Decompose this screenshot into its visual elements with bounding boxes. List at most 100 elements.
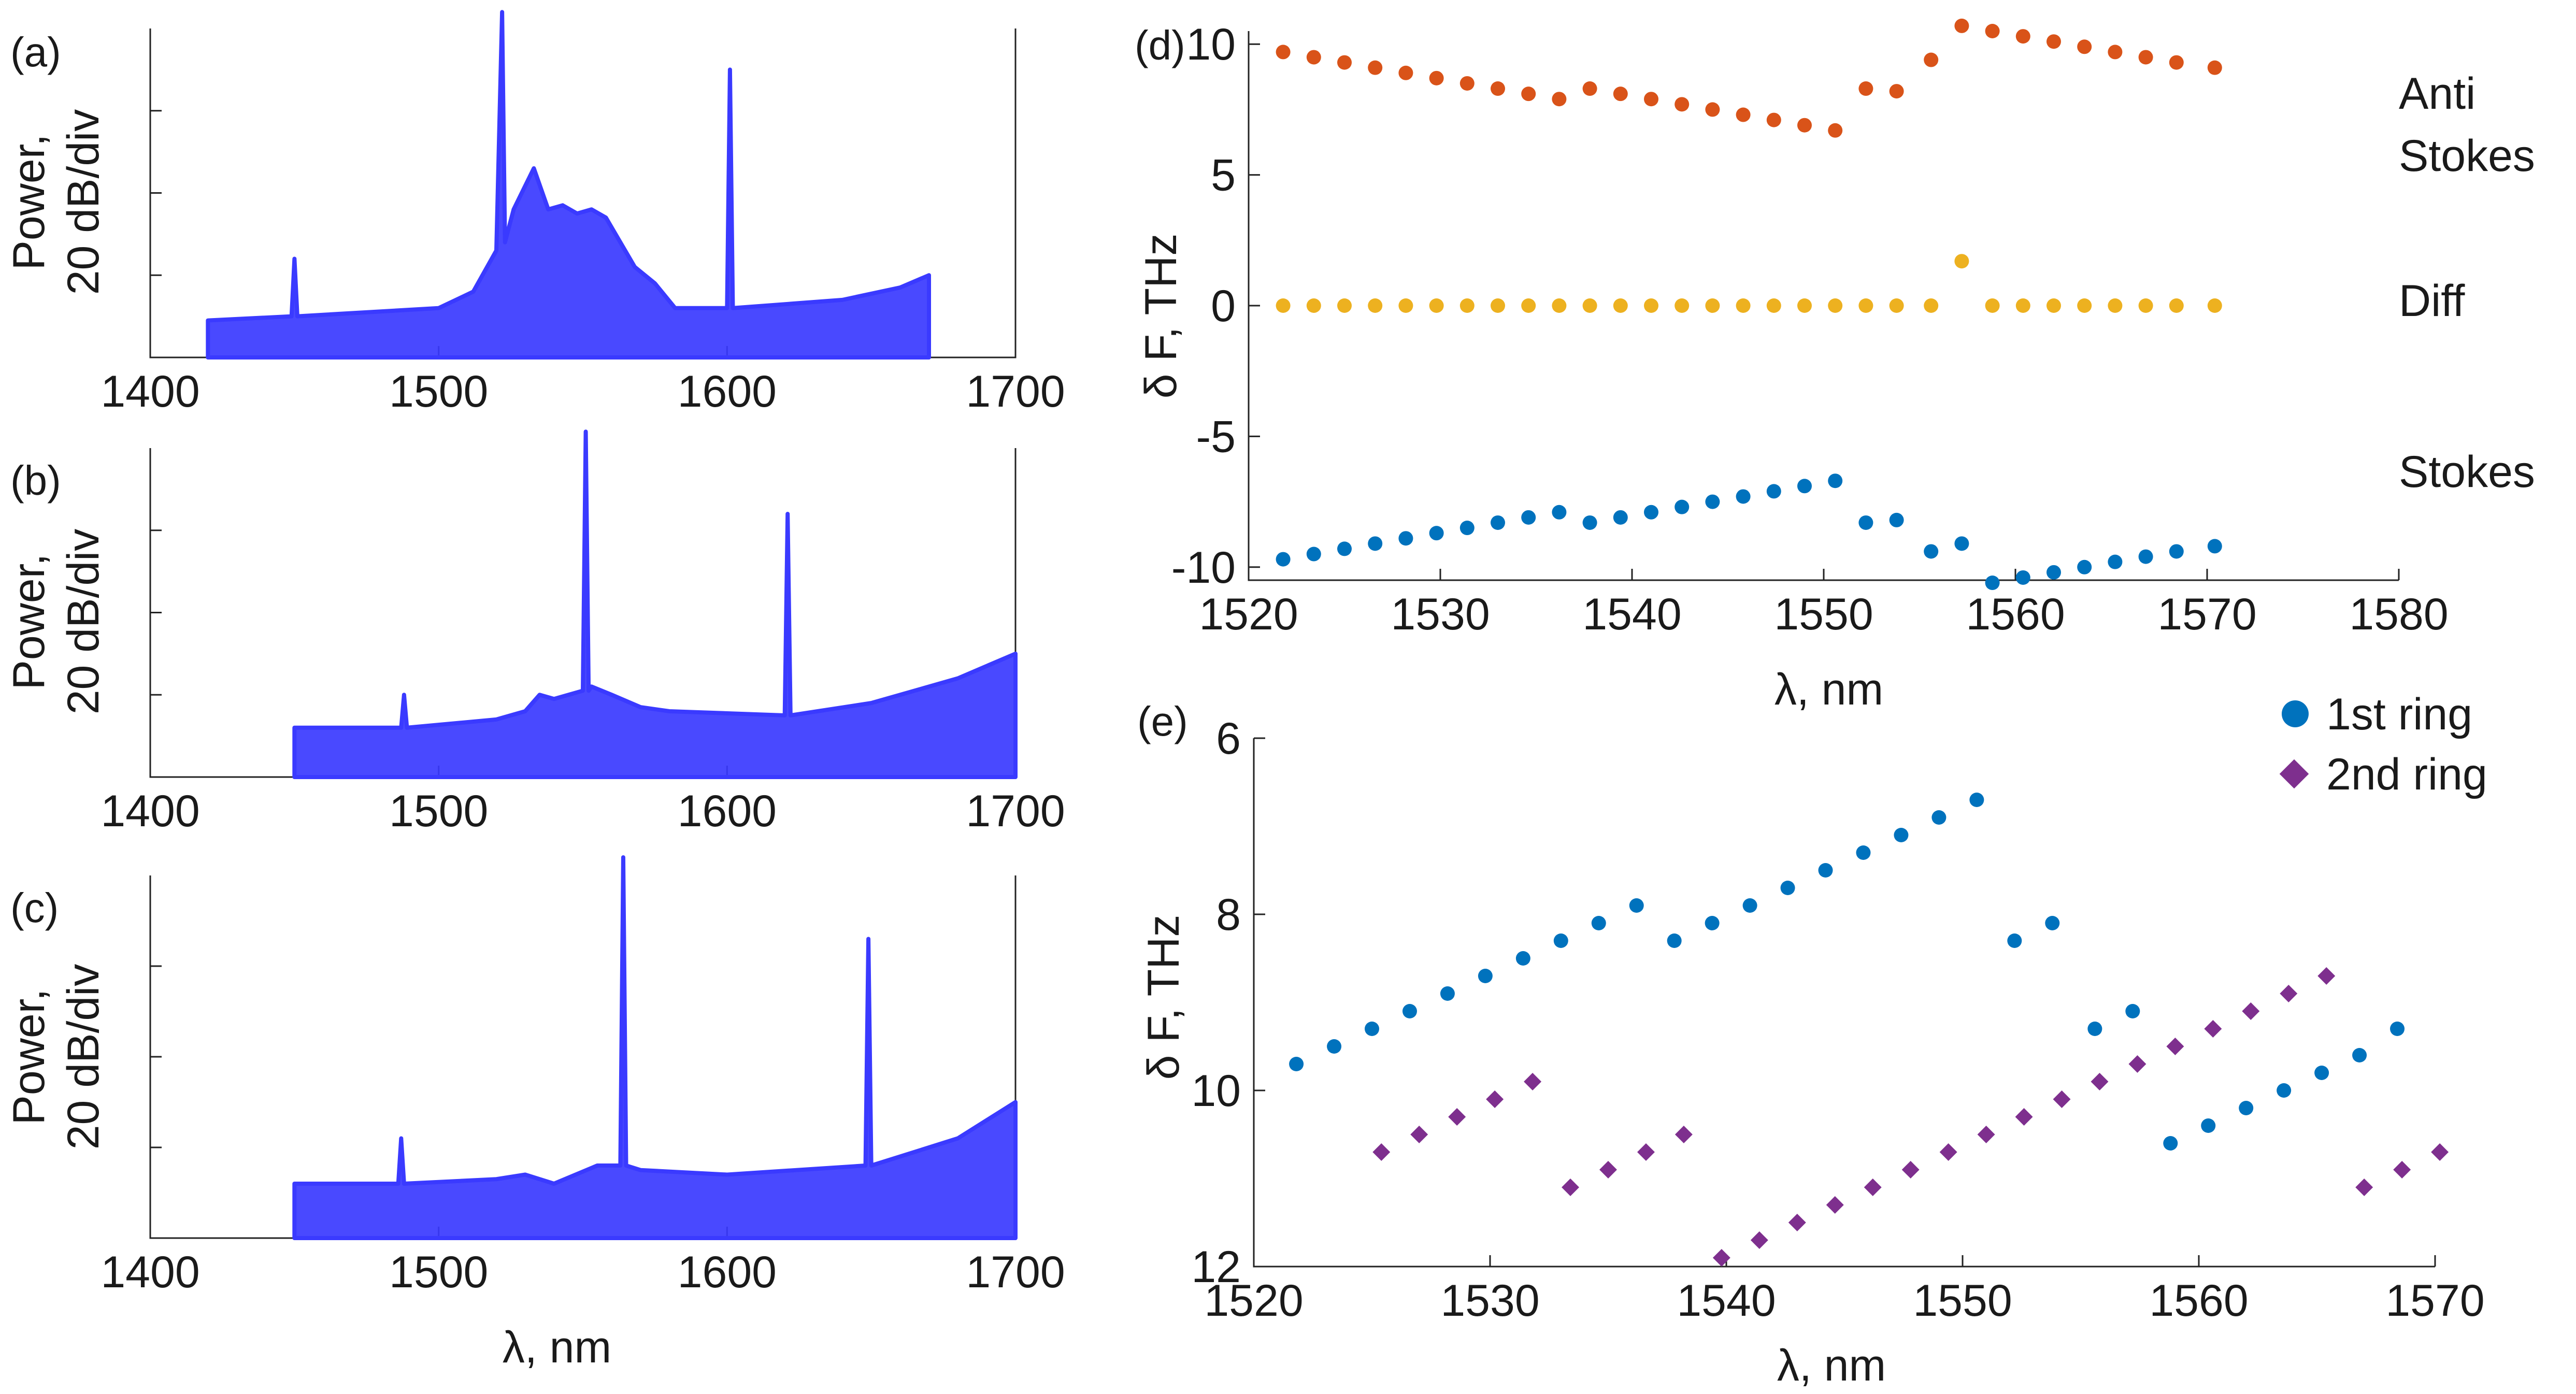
panel-2-spectrum-line	[292, 855, 1018, 1240]
ring2-point	[2355, 1179, 2373, 1196]
anti-stokes-point	[1613, 87, 1628, 102]
ring1-point	[2007, 933, 2022, 948]
diff-point	[1582, 298, 1597, 313]
anti-stokes-point	[1306, 50, 1321, 65]
stokes-point	[1644, 505, 1658, 520]
panel-a-spectrum: (a) Power, 20 dB/div 1400 1500 1600 1700	[4, 10, 1065, 416]
ring1-point	[1856, 845, 1871, 860]
stokes-point	[1797, 479, 1812, 494]
ring2-point	[2091, 1073, 2109, 1090]
diff-point	[1858, 298, 1873, 313]
ring2-point	[1712, 1249, 1730, 1267]
legend-ring1-label: 1st ring	[2326, 689, 2472, 739]
anti-stokes-point	[1429, 70, 1444, 85]
panel-d-xtick-label: 1570	[2157, 590, 2256, 639]
panel-e-xtick-label: 1550	[1913, 1276, 2012, 1326]
ring2-point	[2317, 967, 2336, 985]
diff-point	[1736, 298, 1751, 313]
ring1-point	[1553, 933, 1568, 948]
ring1-point	[1705, 916, 1720, 930]
anti-stokes-point	[1491, 81, 1505, 96]
panel-0-xtick-label: 1700	[966, 367, 1065, 416]
stokes-point	[2207, 539, 2222, 554]
anti-stokes-point	[1736, 107, 1751, 122]
diff-point	[1954, 254, 1969, 269]
ring2-point	[2280, 985, 2298, 1002]
ring1-point	[2163, 1136, 2178, 1151]
diff-point	[1398, 298, 1413, 313]
ring1-point	[1894, 828, 1909, 842]
stokes-point	[1766, 484, 1781, 499]
ring1-point	[1780, 881, 1795, 895]
anti-stokes-point	[1459, 76, 1475, 91]
stokes-label: Stokes	[2399, 447, 2535, 497]
anti-stokes-point	[1521, 87, 1536, 102]
anti-stokes-point	[1337, 55, 1352, 70]
diff-point	[1552, 298, 1567, 313]
legend-ring2-marker	[2279, 759, 2309, 789]
stokes-point	[1985, 576, 2000, 591]
diff-point	[1368, 298, 1383, 313]
panel-d-xtick-label: 1530	[1391, 590, 1490, 639]
ring1-point	[2201, 1118, 2216, 1133]
panel-d-xtick-label: 1560	[1966, 590, 2065, 639]
ring1-point	[1327, 1039, 1342, 1054]
ring2-point	[1372, 1143, 1391, 1161]
ring1-point	[2352, 1048, 2367, 1062]
ring1-point	[1969, 793, 1984, 807]
stokes-point	[1705, 494, 1720, 509]
panel-0-xtick-label: 1600	[678, 367, 777, 416]
panel-d-ytick-label: -5	[1196, 412, 1236, 462]
panel-d-ytick-label: 0	[1211, 281, 1236, 331]
ring1-point	[2087, 1022, 2102, 1036]
panel-e-ytick-label: 12	[1191, 1242, 1241, 1292]
ring2-point	[1864, 1179, 1882, 1196]
ring2-point	[2128, 1055, 2146, 1073]
ring2-point	[2166, 1038, 2184, 1055]
ring1-point	[1591, 916, 1606, 930]
panel-e-letter: (e)	[1137, 698, 1188, 744]
stokes-point	[2077, 559, 2092, 574]
stokes-point	[1429, 526, 1444, 541]
diff-point	[1766, 298, 1781, 313]
panel-b-letter: (b)	[10, 457, 61, 504]
ring2-point	[1977, 1126, 1995, 1143]
stokes-point	[2047, 565, 2061, 580]
ring2-point	[2393, 1161, 2411, 1179]
ring1-point	[2390, 1022, 2405, 1036]
panel-b-ylabel-line1: Power,	[4, 554, 54, 690]
stokes-point	[1954, 536, 1969, 551]
ring2-point	[1599, 1161, 1617, 1179]
anti-stokes-point	[1368, 60, 1383, 75]
panel-e-ytick-label: 10	[1191, 1066, 1241, 1116]
ring2-point	[2242, 1002, 2260, 1020]
panel-e-xtick-label: 1560	[2149, 1276, 2248, 1326]
panel-2-xtick-label: 1700	[966, 1247, 1065, 1297]
panel-2-xtick-label: 1400	[101, 1247, 199, 1297]
panel-e-scatter: (e) δ F, THz λ, nm 1st ring 2nd ring 152…	[1137, 689, 2487, 1390]
panel-d-ytick-label: -10	[1171, 543, 1236, 593]
panel-b-spectrum: (b) Power, 20 dB/div 1400 1500 1600 1700	[4, 429, 1065, 836]
panel-d-xtick-label: 1520	[1199, 590, 1298, 639]
diff-point	[2169, 298, 2184, 313]
ring2-point	[2204, 1020, 2222, 1038]
diff-point	[1306, 298, 1321, 313]
panel-0-xtick-label: 1400	[101, 367, 199, 416]
ring1-point	[1667, 933, 1682, 948]
stokes-point	[1613, 510, 1628, 525]
ring1-point	[1515, 951, 1530, 966]
stokes-point	[1828, 473, 1843, 488]
ring2-point	[1788, 1214, 1806, 1231]
panel-e-xtick-label: 1530	[1440, 1276, 1539, 1326]
stokes-point	[1521, 510, 1536, 525]
diff-point	[1644, 298, 1658, 313]
stokes-point	[1582, 515, 1597, 530]
diff-point	[2047, 298, 2061, 313]
ring1-point	[1818, 863, 1833, 878]
anti-stokes-point	[1797, 118, 1812, 133]
ring1-point	[1629, 898, 1644, 913]
anti-stokes-point	[1766, 112, 1781, 127]
ring2-point	[1562, 1179, 1580, 1196]
diff-point	[1429, 298, 1444, 313]
anti-stokes-point	[1985, 24, 2000, 38]
